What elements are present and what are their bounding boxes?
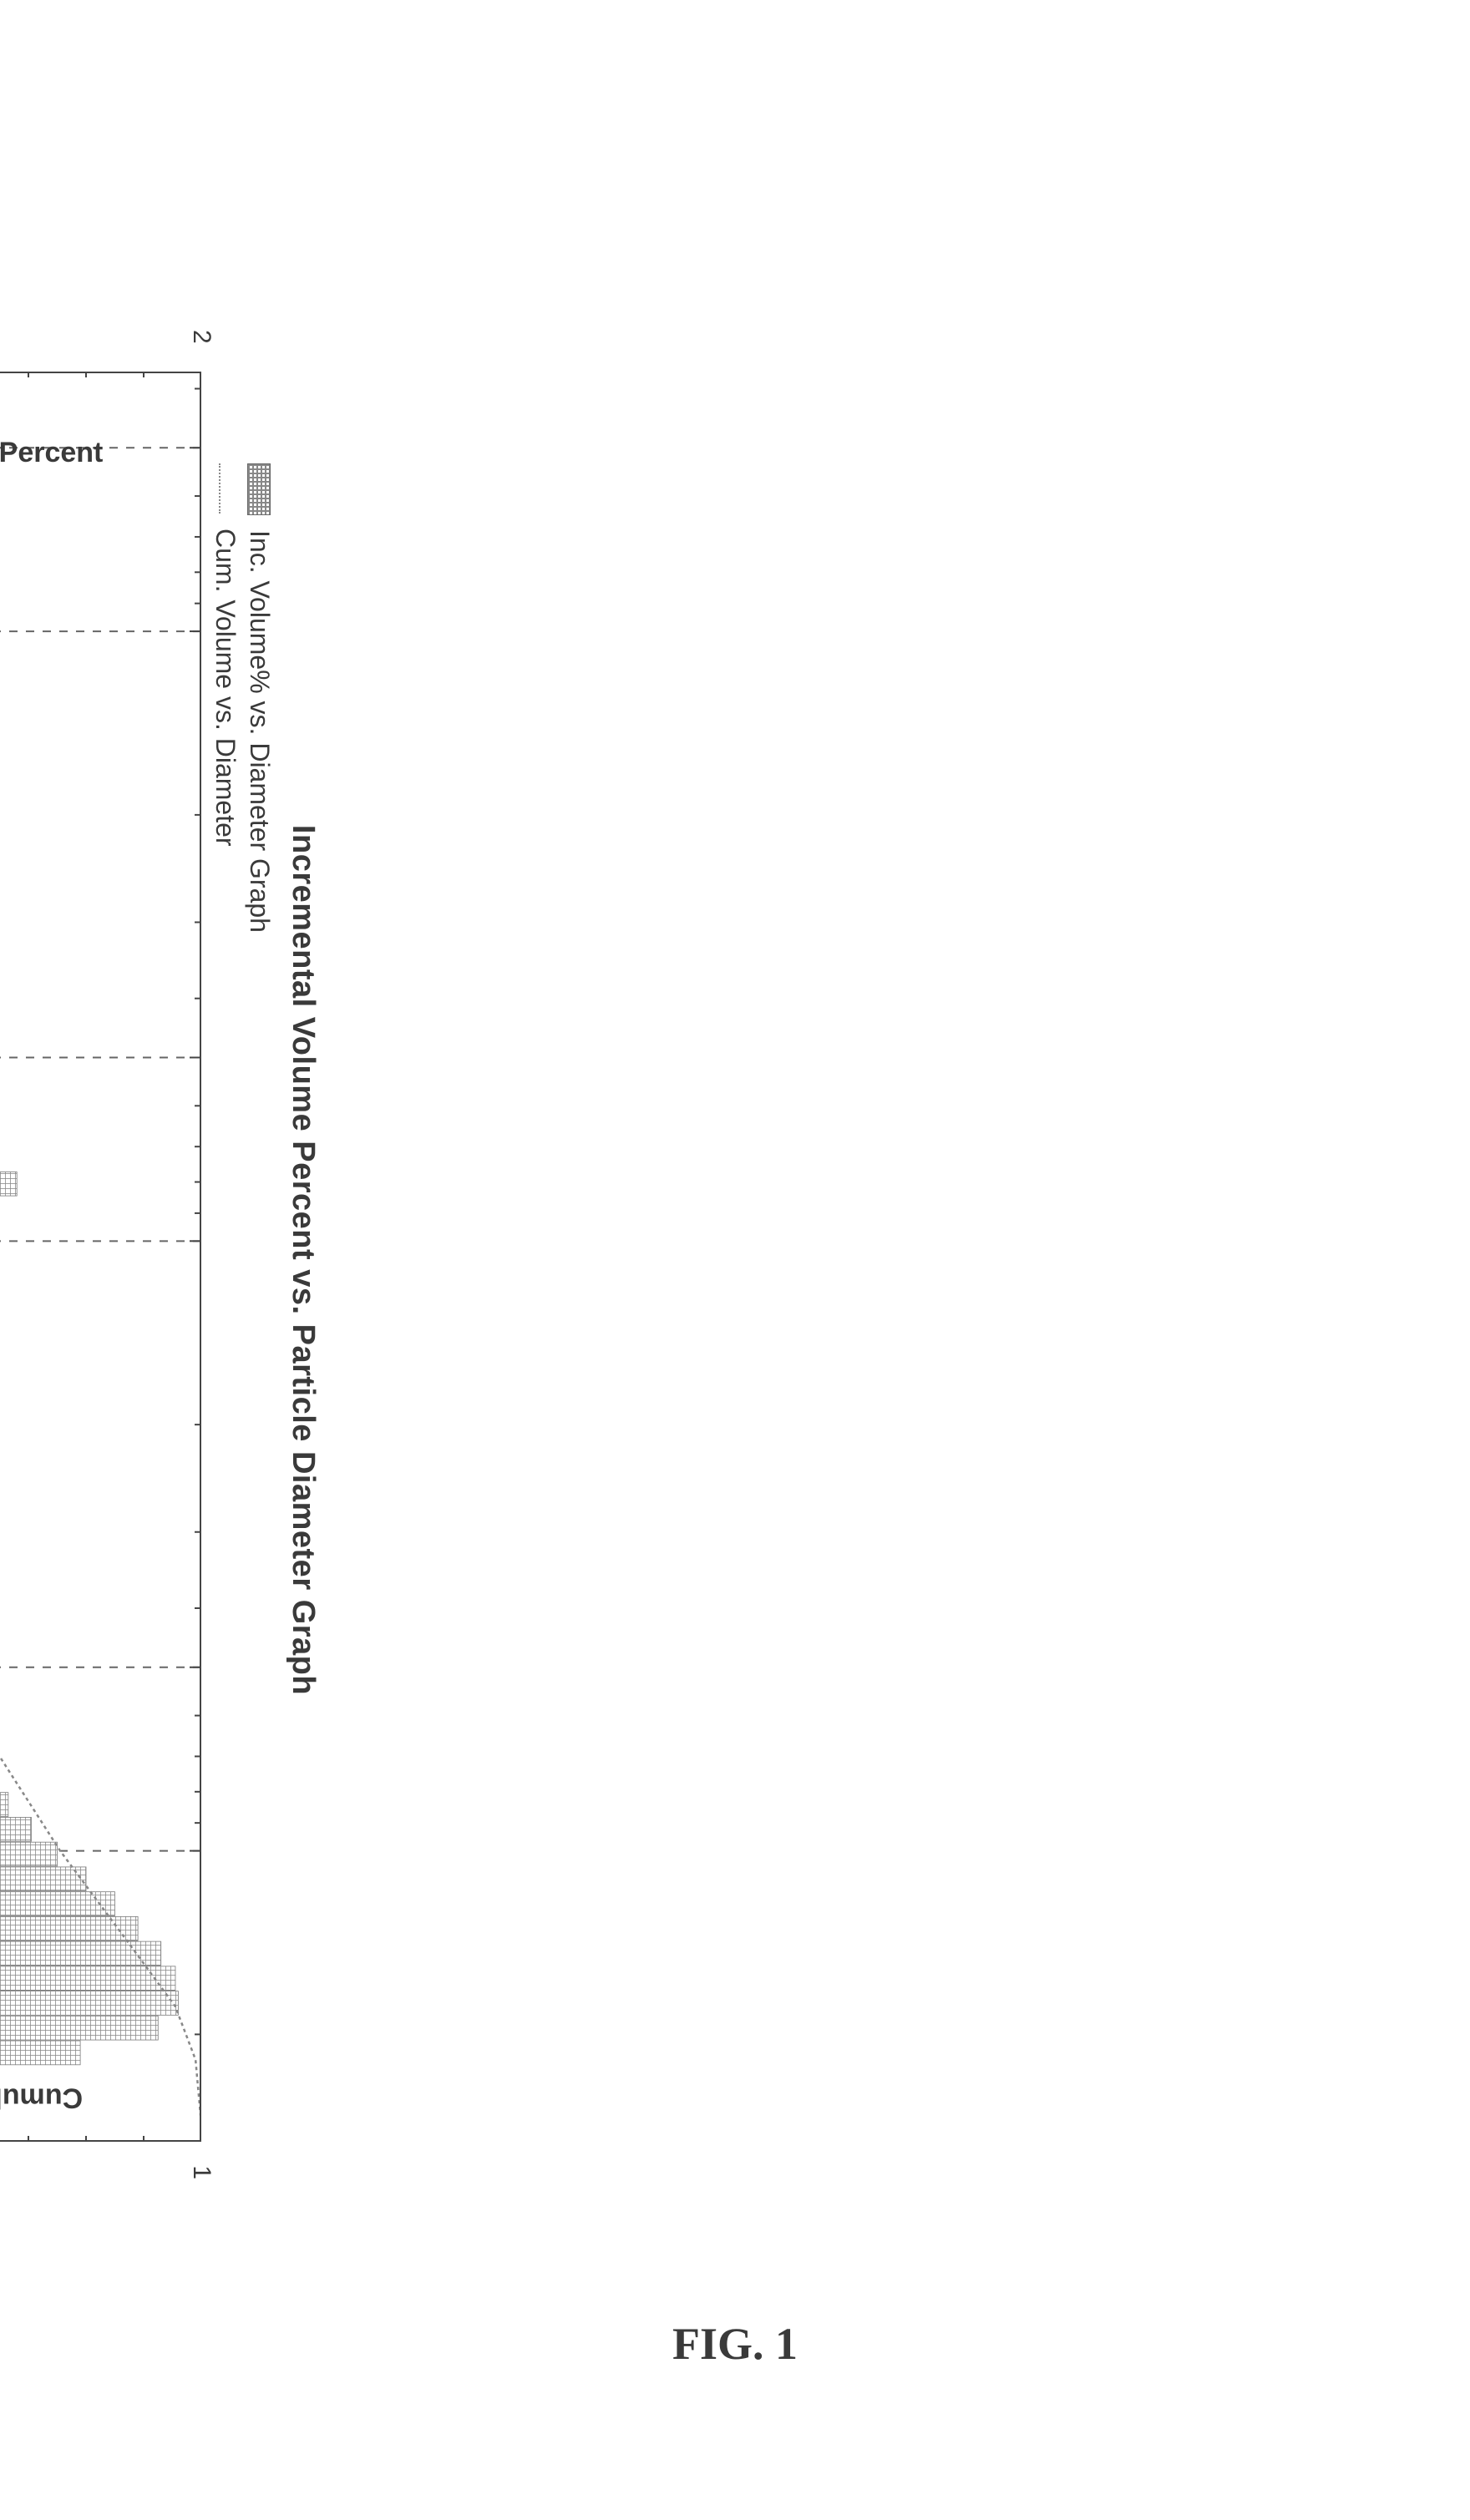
legend-label: Cum. Volume vs. Diameter bbox=[210, 529, 241, 847]
legend-item-bars: Inc. Volume% vs. Diameter Graph bbox=[244, 463, 275, 2299]
figure-label: FIG. 1 bbox=[672, 2318, 798, 2370]
rotated-chart-container: Incremental Volume Percent vs. Particle … bbox=[0, 221, 321, 2299]
legend: Inc. Volume% vs. Diameter Graph Cum. Vol… bbox=[210, 463, 275, 2299]
y-right-tick-label: 1 bbox=[187, 2165, 215, 2179]
plot-border bbox=[0, 372, 201, 2142]
chart-title: Incremental Volume Percent vs. Particle … bbox=[285, 221, 321, 2299]
legend-label: Inc. Volume% vs. Diameter Graph bbox=[244, 530, 275, 933]
bar-swatch-icon bbox=[248, 463, 271, 515]
y-axis-left-label: Incremental Volume Percent bbox=[0, 437, 103, 469]
y-axis-right-label: Cumulative Volume (µm³) bbox=[0, 2081, 83, 2113]
page: Incremental Volume Percent vs. Particle … bbox=[0, 0, 1470, 2520]
plot-area: Incremental Volume Percent Cumulative Vo… bbox=[0, 372, 201, 2142]
legend-item-line: Cum. Volume vs. Diameter bbox=[210, 463, 241, 2299]
line-swatch-icon bbox=[215, 463, 236, 514]
y-left-tick-label: 2 bbox=[187, 330, 215, 344]
